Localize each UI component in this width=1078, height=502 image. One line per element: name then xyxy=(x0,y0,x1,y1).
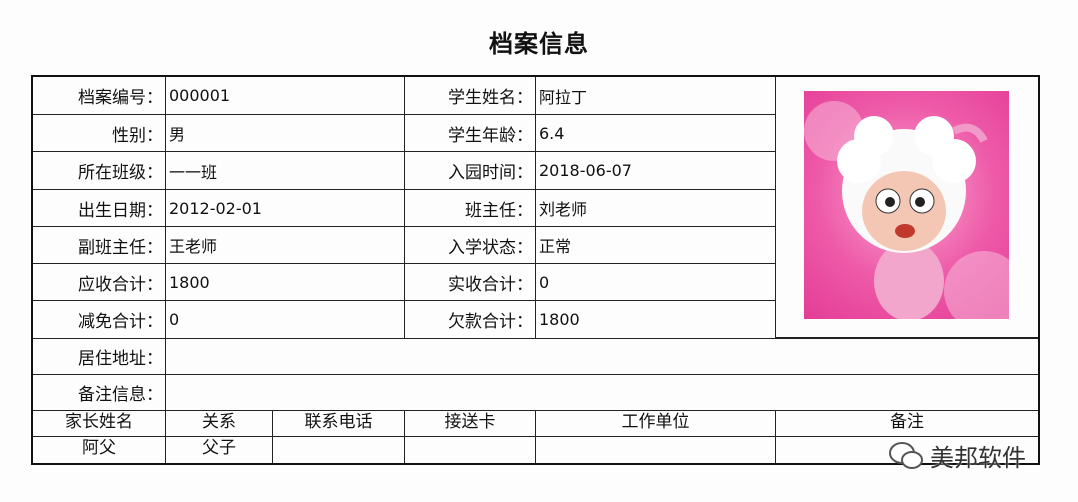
address-value xyxy=(165,338,1039,375)
age-label: 学生年龄： xyxy=(404,114,536,152)
discount-value: 0 xyxy=(165,300,405,339)
discount-label: 减免合计： xyxy=(32,300,166,339)
cartoon-sheep-icon xyxy=(804,101,1009,319)
file-no-label: 档案编号： xyxy=(32,76,166,115)
received-value: 0 xyxy=(535,263,776,301)
status-value: 正常 xyxy=(535,226,776,264)
gender-label: 性别： xyxy=(32,114,166,152)
birth-date-label: 出生日期： xyxy=(32,189,166,227)
student-photo xyxy=(804,91,1009,319)
watermark-text: 美邦软件 xyxy=(930,444,1026,472)
parent-row-phone xyxy=(272,436,405,464)
enroll-date-value: 2018-06-07 xyxy=(535,151,776,190)
receivable-value: 1800 xyxy=(165,263,405,301)
head-teacher-value: 刘老师 xyxy=(535,189,776,227)
status-label: 入学状态： xyxy=(404,226,536,264)
parent-header-phone: 联系电话 xyxy=(272,410,405,437)
parent-row-relation: 父子 xyxy=(165,436,273,464)
remarks-value xyxy=(165,374,1039,411)
age-value: 6.4 xyxy=(535,114,776,152)
head-teacher-label: 班主任： xyxy=(404,189,536,227)
receivable-label: 应收合计： xyxy=(32,263,166,301)
assistant-teacher-label: 副班主任： xyxy=(32,226,166,264)
watermark: 美邦软件 xyxy=(888,438,1026,473)
arrears-label: 欠款合计： xyxy=(404,300,536,339)
arrears-value: 1800 xyxy=(535,300,776,339)
remarks-label: 备注信息： xyxy=(32,374,166,411)
assistant-teacher-value: 王老师 xyxy=(165,226,405,264)
student-name-value: 阿拉丁 xyxy=(535,76,776,115)
parent-row-card xyxy=(404,436,536,464)
wechat-icon xyxy=(889,441,923,469)
parent-header-relation: 关系 xyxy=(165,410,273,437)
parent-header-workplace: 工作单位 xyxy=(535,410,776,437)
page-title: 档案信息 xyxy=(489,30,589,58)
file-no-value: 000001 xyxy=(165,76,405,115)
parent-header-card: 接送卡 xyxy=(404,410,536,437)
address-label: 居住地址： xyxy=(32,338,166,375)
birth-date-value: 2012-02-01 xyxy=(165,189,405,227)
student-name-label: 学生姓名： xyxy=(404,76,536,115)
parent-row-workplace xyxy=(535,436,776,464)
enroll-date-label: 入园时间： xyxy=(404,151,536,190)
class-value: 一一班 xyxy=(165,151,405,190)
parent-header-remarks: 备注 xyxy=(775,410,1039,437)
parent-row-name: 阿父 xyxy=(32,436,166,464)
parent-header-name: 家长姓名 xyxy=(32,410,166,437)
gender-value: 男 xyxy=(165,114,405,152)
received-label: 实收合计： xyxy=(404,263,536,301)
class-label: 所在班级： xyxy=(32,151,166,190)
